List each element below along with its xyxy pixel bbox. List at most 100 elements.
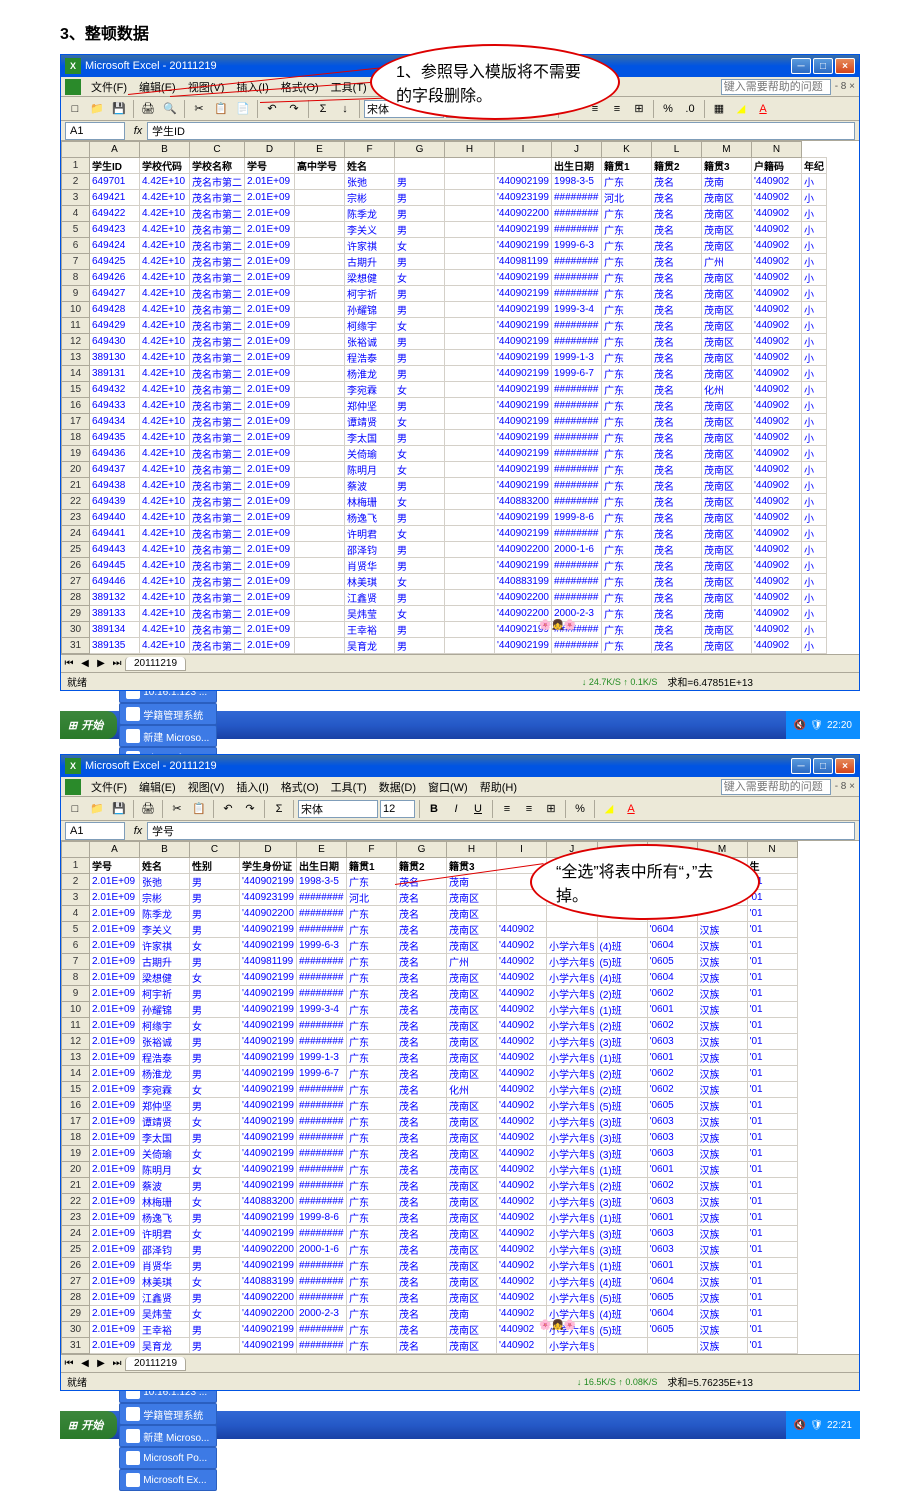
cell[interactable]: ########: [551, 446, 601, 462]
cell[interactable]: '0601: [647, 1258, 697, 1274]
cell[interactable]: 男: [190, 922, 240, 938]
cell[interactable]: '440902199: [240, 1130, 297, 1146]
cell[interactable]: '440902: [496, 1226, 546, 1242]
cell[interactable]: ########: [296, 954, 346, 970]
cell[interactable]: 2.01E+09: [245, 638, 295, 654]
cell[interactable]: '440902: [751, 478, 801, 494]
cell[interactable]: 茂南区: [701, 286, 751, 302]
taskbar-item[interactable]: 学籍管理系统: [119, 1403, 217, 1425]
cell[interactable]: 男: [190, 1002, 240, 1018]
cell[interactable]: 2.01E+09: [245, 398, 295, 414]
cell[interactable]: 广州: [701, 254, 751, 270]
cell[interactable]: 广东: [601, 222, 651, 238]
cell[interactable]: 化州: [701, 382, 751, 398]
cell[interactable]: 林梅珊: [140, 1194, 190, 1210]
cell[interactable]: 王幸裕: [140, 1322, 190, 1338]
cell[interactable]: 男: [190, 906, 240, 922]
new-icon[interactable]: □: [65, 799, 85, 819]
cell[interactable]: 茂南区: [701, 302, 751, 318]
cell[interactable]: 肖贤华: [140, 1258, 190, 1274]
cell[interactable]: '440902: [496, 1242, 546, 1258]
cell[interactable]: 茂名: [651, 542, 701, 558]
cell[interactable]: 男: [395, 478, 445, 494]
decimal-icon[interactable]: .0: [680, 99, 700, 119]
cell[interactable]: 小学六年§: [546, 1306, 597, 1322]
cell[interactable]: 茂南区: [446, 1002, 496, 1018]
cell[interactable]: 茂名: [396, 1210, 446, 1226]
cell[interactable]: '440902199: [495, 558, 552, 574]
cell[interactable]: [445, 414, 495, 430]
cell[interactable]: 男: [190, 1050, 240, 1066]
cell[interactable]: 许明君: [140, 1226, 190, 1242]
cell[interactable]: (2)班: [597, 1178, 647, 1194]
cell[interactable]: 1999-1-3: [551, 350, 601, 366]
cell[interactable]: '440902200: [495, 590, 552, 606]
last-sheet-icon[interactable]: ⏭: [109, 658, 125, 669]
cell[interactable]: 茂名: [651, 190, 701, 206]
cell[interactable]: 女: [190, 1018, 240, 1034]
cell[interactable]: 广东: [346, 1290, 396, 1306]
row-header[interactable]: 9: [62, 286, 90, 302]
cell[interactable]: 小: [801, 558, 826, 574]
cell[interactable]: 男: [395, 286, 445, 302]
cell[interactable]: '01: [747, 1018, 797, 1034]
cell[interactable]: 茂南区: [446, 922, 496, 938]
cell[interactable]: 2.01E+09: [245, 206, 295, 222]
cell[interactable]: 2.01E+09: [245, 222, 295, 238]
cell[interactable]: 389133: [90, 606, 140, 622]
cell[interactable]: 广东: [346, 1306, 396, 1322]
cell[interactable]: 茂名: [651, 510, 701, 526]
cell[interactable]: 4.42E+10: [140, 238, 190, 254]
cell[interactable]: 茂南区: [701, 510, 751, 526]
cell[interactable]: 广东: [601, 446, 651, 462]
cell[interactable]: 男: [395, 510, 445, 526]
cell[interactable]: '440902: [751, 398, 801, 414]
cell[interactable]: ########: [551, 334, 601, 350]
cell[interactable]: 广东: [346, 954, 396, 970]
cell[interactable]: 茂南区: [446, 938, 496, 954]
cell[interactable]: 孙耀锦: [140, 1002, 190, 1018]
row-header[interactable]: 18: [62, 430, 90, 446]
cell[interactable]: 茂南区: [446, 1322, 496, 1338]
cell[interactable]: (3)班: [597, 1194, 647, 1210]
cell[interactable]: [295, 318, 345, 334]
cell[interactable]: 茂南区: [701, 270, 751, 286]
cell[interactable]: ########: [551, 494, 601, 510]
cell[interactable]: (2)班: [597, 1018, 647, 1034]
cell[interactable]: 汉族: [697, 938, 747, 954]
cell[interactable]: 茂名: [396, 1130, 446, 1146]
cell[interactable]: 1999-6-3: [296, 938, 346, 954]
cell[interactable]: 男: [395, 558, 445, 574]
row-header[interactable]: 1: [62, 158, 90, 174]
cell[interactable]: 2.01E+09: [90, 906, 140, 922]
cell[interactable]: 茂南区: [446, 1146, 496, 1162]
cell[interactable]: 广东: [346, 1194, 396, 1210]
cell[interactable]: '01: [747, 1338, 797, 1354]
cell[interactable]: '01: [747, 1034, 797, 1050]
tray-icon[interactable]: 🔇: [794, 720, 806, 731]
cell[interactable]: 1999-6-7: [551, 366, 601, 382]
row-header[interactable]: 19: [62, 1146, 90, 1162]
cell[interactable]: 小学六年§: [546, 1322, 597, 1338]
cell[interactable]: 广东: [601, 590, 651, 606]
cell[interactable]: 学校代码: [140, 158, 190, 174]
cell[interactable]: 茂名: [396, 1178, 446, 1194]
cell[interactable]: ########: [296, 906, 346, 922]
row-header[interactable]: 5: [62, 922, 90, 938]
cell[interactable]: 小学六年§: [546, 1114, 597, 1130]
cell[interactable]: 吴育龙: [140, 1338, 190, 1354]
cell[interactable]: '440981199: [495, 254, 552, 270]
cell[interactable]: 小学六年§: [546, 954, 597, 970]
cell[interactable]: 茂名: [651, 334, 701, 350]
menu-item[interactable]: 文件(F): [85, 80, 133, 96]
cell[interactable]: '440902199: [240, 1082, 297, 1098]
cell[interactable]: 广东: [346, 1226, 396, 1242]
cell[interactable]: 2000-2-3: [296, 1306, 346, 1322]
cell[interactable]: '440902199: [495, 174, 552, 190]
cell[interactable]: 广东: [601, 270, 651, 286]
select-all-corner[interactable]: [62, 142, 90, 158]
cell[interactable]: (5)班: [597, 1098, 647, 1114]
cell[interactable]: 男: [395, 174, 445, 190]
cell[interactable]: 1999-8-6: [551, 510, 601, 526]
open-icon[interactable]: 📁: [87, 799, 107, 819]
